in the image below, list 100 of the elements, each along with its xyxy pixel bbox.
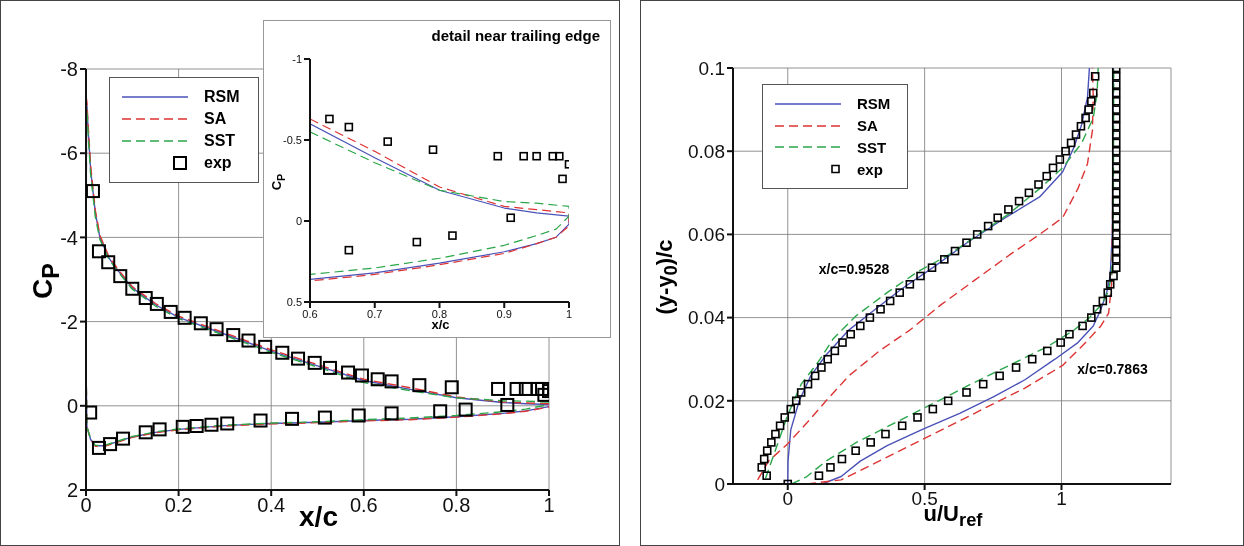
point <box>125 281 140 296</box>
y-tick-label: 0.1 <box>698 57 725 79</box>
annotation: x/c=0.9528 <box>818 260 890 277</box>
point <box>491 381 506 396</box>
point <box>532 151 541 161</box>
y-tick-label: 0.08 <box>688 140 725 162</box>
x-axis-title: x/c <box>299 501 338 532</box>
x-tick-label: 0 <box>782 488 794 510</box>
point <box>285 411 300 426</box>
point <box>341 365 356 380</box>
point <box>323 360 337 375</box>
point <box>149 296 164 311</box>
legend-label: exp <box>204 154 232 172</box>
point <box>91 244 106 259</box>
point <box>325 114 334 124</box>
x-tick-label: 0.8 <box>431 307 448 320</box>
point <box>383 137 392 146</box>
x-tick-label: 1 <box>565 307 573 320</box>
x-tick-label: 0.7 <box>367 307 383 320</box>
point <box>548 151 558 161</box>
y-tick-label: -8 <box>60 58 78 81</box>
x-tick-label: 0.6 <box>302 307 318 320</box>
point <box>554 151 564 161</box>
y-tick-label: 0.06 <box>688 224 725 246</box>
point <box>204 417 219 432</box>
point <box>101 255 116 270</box>
point <box>344 245 354 255</box>
x-axis-title: x/c <box>431 317 450 332</box>
x-tick-label: 0.6 <box>349 494 378 517</box>
y-tick-label: 0.5 <box>286 295 302 308</box>
x-tick-label: 0.2 <box>164 494 193 517</box>
point <box>193 316 208 331</box>
legend-label: SST <box>857 138 887 156</box>
point <box>226 328 241 343</box>
x-tick-label: 1 <box>543 494 555 517</box>
point <box>220 416 235 431</box>
point <box>448 231 457 240</box>
y-tick-label: -0.5 <box>283 133 302 146</box>
legend-label: exp <box>857 160 883 178</box>
y-tick-label: -1 <box>292 52 302 65</box>
point <box>458 402 473 417</box>
y-tick-label: 0 <box>295 214 302 227</box>
y-tick-label: 2 <box>66 479 78 502</box>
point <box>177 310 192 325</box>
legend-label: SST <box>204 132 236 150</box>
y-tick-label: 0 <box>66 394 78 417</box>
point <box>253 413 268 428</box>
point <box>91 440 106 455</box>
legend-label: SA <box>204 110 227 128</box>
point <box>428 145 438 155</box>
point <box>86 184 100 199</box>
x-tick-label: 0.4 <box>257 494 286 517</box>
point <box>275 345 290 360</box>
legend-label: SA <box>857 117 878 135</box>
point <box>138 291 153 306</box>
point <box>351 408 366 423</box>
point <box>412 378 427 393</box>
point <box>258 339 273 354</box>
point <box>500 397 515 412</box>
legend-label: RSM <box>857 95 891 113</box>
x-tick-label: 0.9 <box>496 307 512 320</box>
point <box>384 406 399 421</box>
y-tick-label: -4 <box>60 226 78 249</box>
point <box>344 122 354 132</box>
point <box>152 422 167 437</box>
point <box>116 431 131 446</box>
y-tick-label: 0.04 <box>688 307 726 329</box>
point <box>535 381 549 396</box>
point <box>307 355 322 370</box>
point <box>138 425 153 440</box>
point <box>103 437 118 452</box>
x-tick-label: 1 <box>1056 488 1067 510</box>
point <box>354 368 369 383</box>
point <box>444 380 459 395</box>
point <box>209 322 224 337</box>
y-tick-label: 0 <box>714 473 725 495</box>
point <box>370 372 385 387</box>
point <box>493 151 503 161</box>
point <box>412 237 422 247</box>
point <box>558 174 567 184</box>
point <box>241 333 256 348</box>
point <box>509 381 524 396</box>
y-tick-label: 0.02 <box>688 390 725 412</box>
point <box>433 404 448 419</box>
annotation: x/c=0.7863 <box>1077 360 1148 377</box>
point <box>384 374 399 389</box>
point <box>175 419 190 434</box>
chart-title: detail near trailing edge <box>431 27 600 44</box>
y-tick-label: -6 <box>60 142 78 165</box>
point <box>113 269 128 284</box>
point <box>291 351 306 366</box>
point <box>506 213 516 223</box>
point <box>163 304 178 319</box>
x-tick-label: 0 <box>80 494 92 517</box>
x-tick-label: 0.8 <box>442 494 471 517</box>
point <box>189 419 204 434</box>
point <box>317 410 332 425</box>
y-tick-label: -2 <box>60 310 78 333</box>
point <box>519 151 528 161</box>
legend-label: RSM <box>204 88 240 106</box>
